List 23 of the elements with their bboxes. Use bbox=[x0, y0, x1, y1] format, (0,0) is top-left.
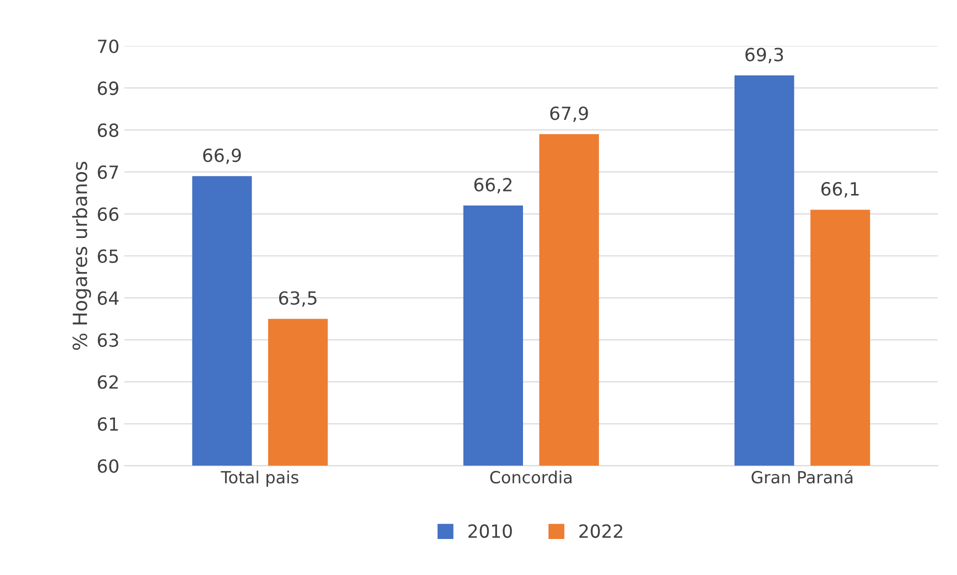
y-tick-label: 68 bbox=[98, 123, 118, 138]
y-tick-label: 70 bbox=[98, 39, 118, 54]
y-axis-title: % Hogares urbanos bbox=[72, 162, 92, 350]
legend-label: 2010 bbox=[468, 524, 512, 538]
data-label: 66,1 bbox=[821, 182, 859, 198]
y-tick-label: 62 bbox=[98, 375, 118, 389]
data-label: 66,2 bbox=[474, 178, 512, 194]
data-label: 66,9 bbox=[203, 148, 241, 164]
data-label: 63,5 bbox=[279, 291, 316, 307]
x-tick-label: Concordia bbox=[490, 470, 572, 484]
y-tick-label: 60 bbox=[98, 459, 118, 473]
x-tick-label: Gran Paraná bbox=[752, 470, 852, 484]
legend-label: 2022 bbox=[579, 524, 622, 538]
y-tick-label: 64 bbox=[98, 291, 119, 305]
y-tick-label: 65 bbox=[98, 249, 118, 263]
y-tick-label: 66 bbox=[98, 207, 118, 222]
y-tick-label: 69 bbox=[98, 81, 118, 96]
y-tick-label: 61 bbox=[98, 417, 118, 431]
data-label: 69,3 bbox=[745, 48, 783, 64]
y-tick-label: 67 bbox=[98, 165, 118, 180]
y-tick-label: 63 bbox=[98, 333, 118, 347]
x-tick-label: Total pais bbox=[220, 470, 298, 487]
data-label: 67,9 bbox=[550, 106, 588, 122]
